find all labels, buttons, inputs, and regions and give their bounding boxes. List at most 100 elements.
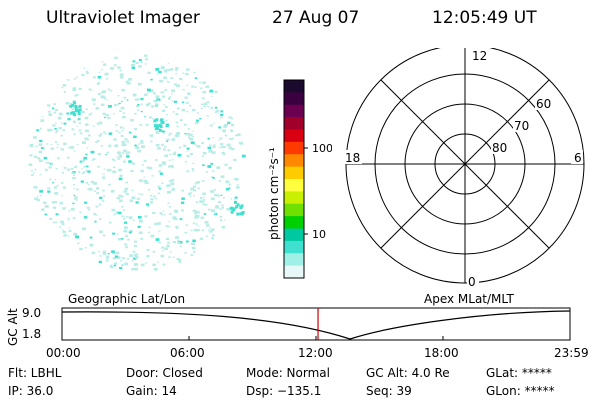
speckle <box>201 97 205 100</box>
speckle <box>194 216 197 218</box>
speckle <box>171 159 174 161</box>
speckle <box>115 211 119 214</box>
speckle-bright <box>71 103 75 107</box>
colorbar-unit-label: photon cm⁻²s⁻¹ <box>267 147 281 240</box>
speckle <box>163 69 166 71</box>
speckle <box>211 237 214 239</box>
speckle <box>134 263 138 266</box>
speckle <box>211 151 216 154</box>
speckle <box>215 206 219 209</box>
speckle <box>114 144 119 148</box>
colorbar-tick-label-100: 100 <box>312 142 332 155</box>
speckle <box>85 165 89 168</box>
speckle <box>133 135 137 139</box>
speckle <box>156 98 161 102</box>
speckle-bright <box>77 112 81 115</box>
speckle <box>144 262 147 264</box>
status-dsp: Dsp: −135.1 <box>246 384 322 398</box>
speckle <box>226 143 231 147</box>
speckle <box>76 76 79 79</box>
speckle <box>111 158 115 161</box>
speckle-bright <box>166 123 169 127</box>
timeline-plot <box>61 307 571 341</box>
speckle <box>83 171 86 174</box>
speckle <box>157 100 160 102</box>
speckle <box>165 119 168 122</box>
speckle <box>177 240 180 243</box>
speckle <box>220 143 224 146</box>
speckle <box>194 86 197 88</box>
speckle <box>68 146 72 149</box>
speckle <box>114 56 118 60</box>
speckle <box>119 266 123 270</box>
speckle <box>72 202 75 205</box>
speckle <box>46 161 50 164</box>
speckle <box>230 123 235 127</box>
speckle <box>208 208 211 211</box>
speckle <box>140 141 144 144</box>
colorbar-band <box>284 179 304 192</box>
speckle <box>107 253 110 255</box>
speckle <box>119 110 122 112</box>
speckle <box>228 146 233 150</box>
speckle <box>33 155 37 158</box>
speckle <box>123 229 127 233</box>
speckle <box>78 122 82 125</box>
speckle <box>220 113 224 116</box>
speckle <box>80 180 84 183</box>
speckle <box>154 268 158 271</box>
speckle <box>126 140 129 143</box>
speckle <box>87 134 91 137</box>
speckle <box>171 100 174 102</box>
speckle <box>121 143 126 147</box>
speckle <box>39 139 43 143</box>
speckle <box>194 143 197 146</box>
speckle-bright <box>77 109 81 113</box>
speckle <box>152 92 156 95</box>
speckle <box>73 78 76 80</box>
speckle <box>161 161 166 165</box>
speckle <box>180 119 183 121</box>
speckle <box>73 194 76 196</box>
timeline-ytick-1-8: 1.8 <box>22 327 42 341</box>
speckle <box>123 96 127 99</box>
speckle <box>170 182 175 185</box>
speckle <box>131 259 134 261</box>
speckle <box>87 188 90 190</box>
speckle <box>150 78 153 81</box>
speckle <box>234 199 236 201</box>
speckle <box>101 61 104 63</box>
speckle <box>186 84 189 86</box>
speckle <box>119 73 124 77</box>
speckle <box>171 93 173 95</box>
speckle <box>115 251 120 255</box>
speckle <box>102 112 106 115</box>
speckle <box>39 159 43 163</box>
speckle <box>169 153 172 156</box>
speckle <box>221 206 224 209</box>
speckle <box>184 252 187 254</box>
speckle <box>200 107 203 110</box>
speckle <box>234 178 239 181</box>
speckle <box>111 208 116 212</box>
speckle <box>152 250 156 253</box>
speckle <box>205 171 208 173</box>
speckle <box>151 105 155 108</box>
speckle <box>117 66 121 69</box>
speckle <box>168 180 172 182</box>
speckle <box>186 170 190 173</box>
speckle <box>140 140 144 143</box>
speckle <box>121 264 124 266</box>
speckle <box>48 110 51 113</box>
speckle <box>146 249 150 252</box>
speckle <box>193 251 196 253</box>
speckle <box>146 166 150 169</box>
speckle <box>157 261 159 263</box>
speckle <box>134 245 137 247</box>
speckle-bright <box>70 111 74 115</box>
speckle <box>177 107 180 110</box>
colorbar-band <box>284 253 304 267</box>
speckle <box>75 94 79 96</box>
speckle <box>215 110 219 113</box>
speckle <box>157 185 161 188</box>
